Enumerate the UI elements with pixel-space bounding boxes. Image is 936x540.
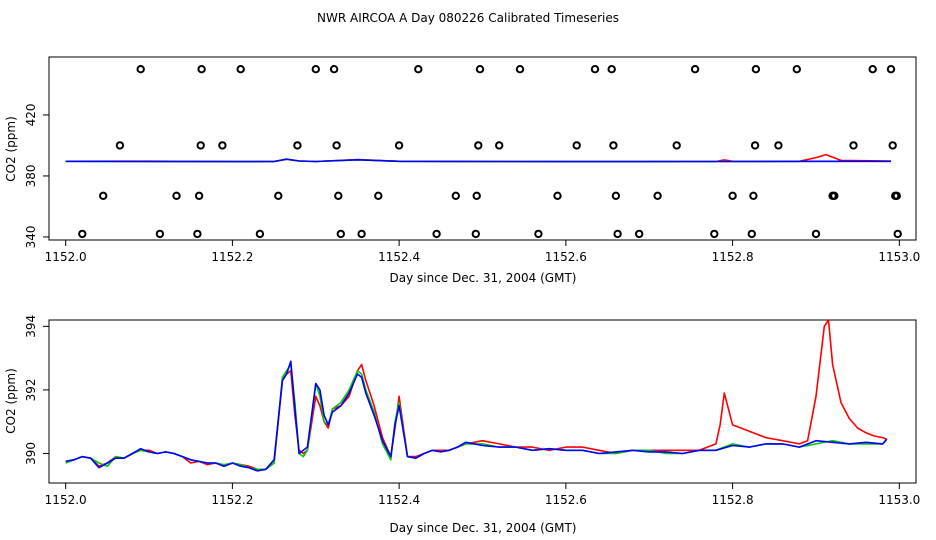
x-axis-bottom: 1152.0 1152.2 1152.4 1152.6 1152.8 1153.0 [45, 483, 920, 507]
data-point [471, 229, 480, 239]
y-axis-label-top: CO2 (ppm) [4, 116, 18, 182]
y-tick-label: 394 [24, 315, 38, 338]
data-point [607, 65, 616, 74]
x-tick-label: 1152.2 [211, 250, 253, 264]
data-point [868, 65, 877, 74]
y-tick-label: 420 [24, 103, 38, 126]
data-point [432, 229, 441, 239]
data-point [553, 191, 562, 201]
x-tick-label: 1152.4 [378, 250, 420, 264]
data-point [193, 229, 202, 239]
data-point [196, 141, 205, 150]
x-tick-label: 1153.0 [878, 493, 920, 507]
plot-frame-top [48, 56, 917, 241]
data-point [99, 191, 108, 201]
x-tick-label: 1152.6 [545, 493, 587, 507]
data-point [572, 141, 581, 150]
data-point [218, 141, 227, 150]
data-point [750, 141, 760, 150]
data-point [749, 191, 758, 201]
data-point [495, 141, 504, 150]
figure-title: NWR AIRCOA A Day 080226 Calibrated Times… [317, 11, 619, 25]
data-point [534, 229, 543, 239]
y-axis-label-bottom: CO2 (ppm) [4, 368, 18, 434]
data-point [414, 65, 423, 74]
marks-bottom [65, 319, 888, 472]
data-point [751, 65, 761, 74]
data-point [474, 141, 483, 150]
marks-top [65, 65, 902, 239]
data-point [613, 229, 622, 239]
data-point [609, 141, 618, 150]
data-point [115, 141, 125, 150]
x-tick-label: 1152.8 [712, 493, 754, 507]
data-point [728, 191, 737, 201]
panel-bottom-timeseries: 1152.0 1152.2 1152.4 1152.6 1152.8 1153.0 390… [4, 315, 920, 535]
x-axis-label-top: Day since Dec. 31, 2004 (GMT) [390, 271, 577, 285]
data-point [611, 191, 621, 201]
data-point [830, 191, 839, 201]
series-line-blue [65, 360, 888, 472]
data-point [329, 65, 339, 74]
data-point [893, 229, 902, 239]
y-axis-bottom: 390 392 394 [24, 315, 49, 465]
data-point [590, 65, 600, 74]
data-point [672, 141, 681, 150]
data-point [311, 65, 320, 74]
data-point [293, 141, 302, 150]
data-point [747, 229, 756, 239]
y-tick-label: 392 [24, 378, 38, 401]
data-point [78, 229, 87, 239]
panel-top-scatter: 1152.0 1152.2 1152.4 1152.6 1152.8 1153.0 340… [4, 56, 920, 285]
data-point [197, 65, 206, 74]
series-line-blue [65, 158, 891, 163]
data-point [136, 65, 145, 74]
y-tick-label: 390 [24, 442, 38, 465]
x-tick-label: 1153.0 [878, 250, 920, 264]
data-point [155, 229, 165, 239]
data-point [892, 191, 901, 201]
data-point [849, 141, 858, 150]
data-point [274, 191, 283, 201]
data-point [336, 229, 345, 239]
x-tick-label: 1152.2 [211, 493, 253, 507]
data-point [653, 191, 662, 201]
data-point [236, 65, 245, 74]
x-tick-label: 1152.0 [45, 250, 87, 264]
x-tick-label: 1152.0 [45, 493, 87, 507]
data-point [774, 141, 783, 150]
data-point [888, 141, 897, 150]
data-point [635, 229, 644, 239]
x-tick-label: 1152.8 [712, 250, 754, 264]
data-point [451, 191, 460, 201]
data-point [394, 141, 404, 150]
data-point [886, 65, 896, 74]
data-point [515, 65, 525, 74]
data-point [475, 65, 485, 74]
data-point [334, 191, 343, 201]
data-point [811, 229, 821, 239]
data-point [472, 191, 481, 201]
data-point [374, 191, 383, 201]
x-tick-label: 1152.6 [545, 250, 587, 264]
data-point [255, 229, 265, 239]
data-point [690, 65, 700, 74]
data-point [332, 141, 341, 150]
data-point [194, 191, 204, 201]
data-point [792, 65, 801, 74]
plot-frame-bottom [48, 319, 917, 484]
y-axis-top: 340 380 420 [24, 103, 49, 248]
data-point [357, 229, 366, 239]
x-axis-top: 1152.0 1152.2 1152.4 1152.6 1152.8 1153.0 [45, 240, 920, 264]
y-tick-label: 380 [24, 164, 38, 187]
x-tick-label: 1152.4 [378, 493, 420, 507]
x-axis-label-bottom: Day since Dec. 31, 2004 (GMT) [390, 521, 577, 535]
data-point [710, 229, 719, 239]
y-tick-label: 340 [24, 225, 38, 248]
data-point [172, 191, 181, 201]
